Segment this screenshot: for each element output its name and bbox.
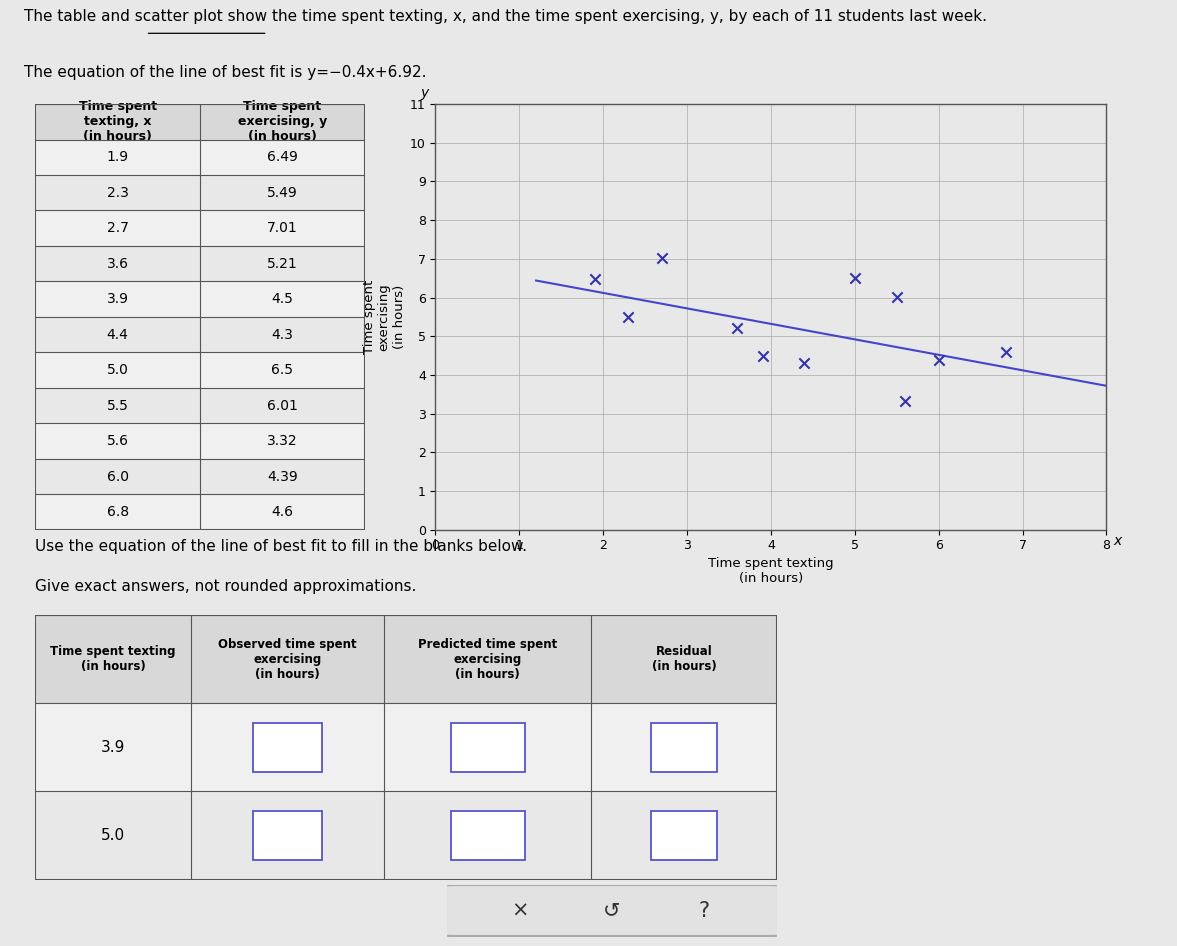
Point [753,348,772,363]
Text: 4.6: 4.6 [272,505,293,519]
Text: Give exact answers, not rounded approximations.: Give exact answers, not rounded approxim… [35,579,417,594]
Text: ?: ? [699,901,710,920]
Bar [35,792,777,880]
Text: 6.5: 6.5 [272,363,293,377]
Text: 4.5: 4.5 [272,292,293,307]
Text: Use the equation of the line of best fit to fill in the blanks below.: Use the equation of the line of best fit… [35,539,527,554]
Text: 4.39: 4.39 [267,469,298,483]
Bar [35,615,777,703]
Text: 3.6: 3.6 [107,256,128,271]
Bar [35,317,365,352]
Text: ×: × [511,901,528,920]
Text: 5.0: 5.0 [101,828,125,843]
Text: 3.9: 3.9 [101,740,126,755]
Text: 6.8: 6.8 [107,505,128,519]
Text: x: x [1113,534,1122,548]
Bar [35,352,365,388]
X-axis label: Time spent texting
(in hours): Time spent texting (in hours) [709,556,833,585]
Text: 5.49: 5.49 [267,185,298,200]
Text: Observed time spent
exercising
(in hours): Observed time spent exercising (in hours… [218,638,357,680]
Bar [35,388,365,424]
FancyBboxPatch shape [451,812,525,860]
Point [619,309,638,324]
Text: The table and scatter plot show the time spent texting, x, and the time spent ex: The table and scatter plot show the time… [24,9,986,25]
Text: 2.7: 2.7 [107,221,128,236]
FancyBboxPatch shape [440,885,784,936]
Text: Predicted time spent
exercising
(in hours): Predicted time spent exercising (in hour… [418,638,557,680]
Point [727,321,746,336]
Text: 6.49: 6.49 [267,150,298,165]
Text: 6.01: 6.01 [267,398,298,412]
Y-axis label: Time spent
exercising
(in hours): Time spent exercising (in hours) [363,280,406,354]
Text: Time spent texting
(in hours): Time spent texting (in hours) [51,645,175,673]
Text: The equation of the line of best fit is y=−0.4x+6.92.: The equation of the line of best fit is … [24,65,426,79]
Text: 5.6: 5.6 [107,434,128,448]
Point [887,289,906,305]
Point [652,251,671,266]
Bar [35,459,365,494]
Text: Time spent
exercising, y
(in hours): Time spent exercising, y (in hours) [238,100,327,143]
Text: 2.3: 2.3 [107,185,128,200]
Text: 4.4: 4.4 [107,327,128,342]
Text: 3.9: 3.9 [107,292,128,307]
FancyBboxPatch shape [253,812,322,860]
FancyBboxPatch shape [451,723,525,772]
Point [896,394,915,409]
Point [845,271,864,286]
Bar [35,282,365,317]
Text: y: y [420,86,428,100]
Text: Time spent
texting, x
(in hours): Time spent texting, x (in hours) [79,100,157,143]
Text: 5.0: 5.0 [107,363,128,377]
Point [930,352,949,367]
FancyBboxPatch shape [651,723,718,772]
Bar [35,494,365,530]
Bar [35,175,365,211]
Text: 5.21: 5.21 [267,256,298,271]
Text: ↺: ↺ [604,901,620,920]
Text: 6.0: 6.0 [107,469,128,483]
Bar [35,424,365,459]
Text: 7.01: 7.01 [267,221,298,236]
Point [796,356,814,371]
Bar [35,703,777,792]
FancyBboxPatch shape [651,812,718,860]
Bar [35,104,365,139]
Text: 5.5: 5.5 [107,398,128,412]
Point [996,344,1015,359]
FancyBboxPatch shape [253,723,322,772]
Text: 1.9: 1.9 [107,150,128,165]
Bar [35,246,365,282]
Text: 4.3: 4.3 [272,327,293,342]
Point [585,271,604,286]
Text: Residual
(in hours): Residual (in hours) [652,645,717,673]
Text: 3.32: 3.32 [267,434,298,448]
Bar [35,210,365,246]
Bar [35,139,365,175]
